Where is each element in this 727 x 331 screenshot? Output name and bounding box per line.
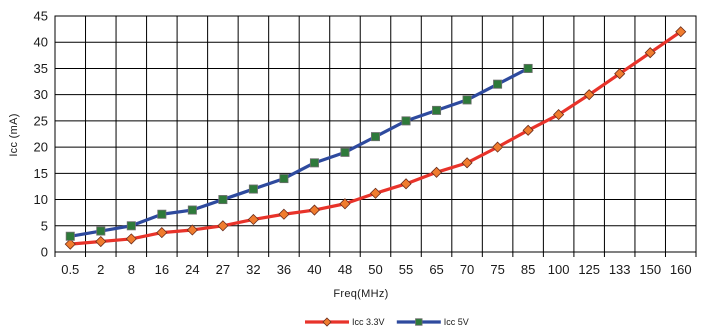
data-point bbox=[95, 235, 107, 248]
data-point bbox=[415, 318, 423, 326]
x-tick-label: 0.5 bbox=[61, 262, 79, 277]
x-tick-label: 65 bbox=[429, 262, 443, 277]
data-point bbox=[126, 221, 136, 231]
series-line bbox=[69, 67, 529, 238]
series-2 bbox=[65, 63, 533, 241]
legend-label: Icc 3.3V bbox=[352, 317, 385, 327]
data-point bbox=[125, 233, 137, 245]
data-point bbox=[247, 213, 259, 226]
data-point bbox=[157, 209, 167, 219]
data-point bbox=[308, 204, 321, 216]
x-tick-label: 50 bbox=[368, 262, 382, 277]
x-tick-label: 150 bbox=[639, 262, 661, 277]
data-point bbox=[462, 95, 472, 105]
data-point bbox=[96, 226, 106, 236]
y-axis-ticks: 0 5 10 15 20 25 30 35 40 45 bbox=[34, 9, 48, 260]
x-tick-label: 32 bbox=[246, 262, 260, 277]
data-point bbox=[322, 317, 332, 327]
x-tick-label: 2 bbox=[97, 262, 104, 277]
x-tick-label: 40 bbox=[307, 262, 321, 277]
data-point bbox=[248, 184, 258, 194]
y-tick-label: 35 bbox=[34, 61, 48, 76]
y-tick-label: 30 bbox=[34, 87, 48, 102]
data-point bbox=[430, 166, 443, 178]
x-tick-label: 100 bbox=[548, 262, 570, 277]
x-axis-ticks: 0.5 2 8 16 24 27 32 36 40 48 50 55 65 70 75 85 100 125 133… bbox=[61, 262, 691, 277]
x-tick-label: 24 bbox=[185, 262, 199, 277]
data-point bbox=[278, 208, 290, 220]
x-tick-label: 133 bbox=[609, 262, 631, 277]
data-point bbox=[279, 174, 289, 184]
x-tick-label: 8 bbox=[128, 262, 135, 277]
y-tick-label: 25 bbox=[34, 113, 48, 128]
data-point bbox=[339, 198, 351, 210]
data-point bbox=[187, 205, 197, 215]
data-point bbox=[553, 109, 565, 121]
y-tick-label: 0 bbox=[41, 245, 48, 260]
data-point bbox=[493, 79, 503, 89]
data-point bbox=[461, 157, 473, 169]
x-tick-label: 27 bbox=[216, 262, 230, 277]
y-tick-label: 20 bbox=[34, 140, 48, 155]
data-point bbox=[522, 124, 534, 136]
series-1 bbox=[64, 26, 687, 250]
data-point bbox=[614, 68, 626, 80]
data-point bbox=[523, 63, 533, 73]
data-point bbox=[401, 116, 411, 126]
x-tick-label: 16 bbox=[155, 262, 169, 277]
y-tick-label: 40 bbox=[34, 35, 48, 50]
data-point bbox=[675, 26, 687, 38]
data-point bbox=[186, 224, 198, 236]
x-tick-label: 70 bbox=[460, 262, 474, 277]
y-tick-label: 15 bbox=[34, 166, 48, 181]
x-tick-label: 75 bbox=[490, 262, 504, 277]
x-axis-title: Freq(MHz) bbox=[333, 288, 388, 300]
x-tick-label: 48 bbox=[338, 262, 352, 277]
data-point bbox=[64, 238, 76, 250]
data-point bbox=[156, 227, 168, 239]
data-point bbox=[65, 231, 75, 241]
data-point bbox=[369, 187, 382, 199]
x-tick-label: 55 bbox=[399, 262, 413, 277]
data-point bbox=[432, 105, 442, 115]
y-tick-label: 5 bbox=[41, 218, 48, 233]
data-point bbox=[583, 89, 595, 101]
y-tick-label: 10 bbox=[34, 192, 48, 207]
data-point bbox=[370, 132, 380, 142]
data-point bbox=[218, 195, 228, 205]
legend: Icc 3.3V Icc 5V bbox=[305, 317, 469, 327]
data-point bbox=[400, 178, 412, 190]
y-tick-label: 45 bbox=[34, 9, 48, 24]
data-point bbox=[309, 158, 319, 168]
y-axis-title: Icc (mA) bbox=[8, 113, 20, 156]
x-tick-label: 36 bbox=[277, 262, 291, 277]
data-point bbox=[340, 147, 350, 157]
x-tick-label: 160 bbox=[670, 262, 692, 277]
series-layer bbox=[64, 26, 687, 250]
data-point bbox=[492, 141, 504, 153]
legend-item: Icc 5V bbox=[396, 317, 469, 327]
legend-item: Icc 3.3V bbox=[305, 317, 385, 327]
x-tick-label: 85 bbox=[521, 262, 535, 277]
data-point bbox=[217, 220, 229, 232]
data-point bbox=[644, 47, 656, 59]
x-tick-label: 125 bbox=[578, 262, 600, 277]
legend-label: Icc 5V bbox=[444, 317, 469, 327]
